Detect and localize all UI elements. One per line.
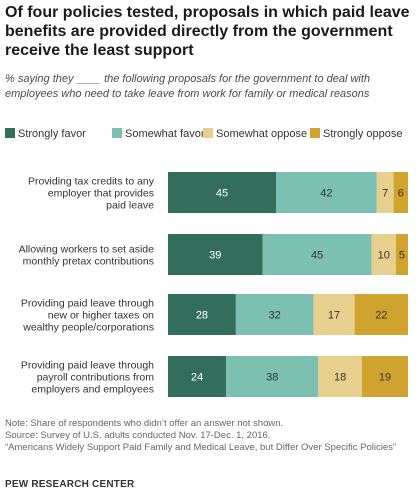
data-label: 7 xyxy=(382,188,388,200)
report-title-line: “Americans Widely Support Paid Family an… xyxy=(5,442,397,453)
bar-segment-somewhat-favor xyxy=(235,294,314,335)
bar-segment-strongly-favor xyxy=(168,172,276,213)
data-label: 45 xyxy=(216,188,228,200)
data-label: 42 xyxy=(320,188,332,200)
legend-item-strongly-favor: Strongly favor xyxy=(5,128,86,140)
bar-segment-somewhat-oppose xyxy=(313,294,355,335)
chart-notes: Note: Share of respondents who didn’t of… xyxy=(5,418,417,454)
category-label: Allowing workers to set aside xyxy=(19,244,155,256)
bar-segment-somewhat-favor xyxy=(262,234,372,275)
legend-item-strongly-oppose: Strongly oppose xyxy=(310,128,403,140)
legend-label-somewhat-oppose: Somewhat oppose xyxy=(216,128,308,140)
brand-name: PEW RESEARCH CENTER xyxy=(5,479,135,490)
data-label: 28 xyxy=(196,310,208,322)
category-label: payroll contributions from xyxy=(37,372,155,384)
bar-segment-somewhat-favor xyxy=(276,172,377,213)
legend: Strongly favor Somewhat favor Somewhat o… xyxy=(5,128,417,142)
bar-segment-strongly-oppose xyxy=(395,234,408,275)
data-label: 38 xyxy=(266,372,278,384)
data-label: 18 xyxy=(334,372,346,384)
category-label: Providing paid leave through xyxy=(21,298,154,310)
data-label: 10 xyxy=(378,250,390,262)
data-label: 39 xyxy=(209,250,221,262)
legend-label-somewhat-favor: Somewhat favor xyxy=(125,128,205,140)
data-label: 22 xyxy=(375,310,387,322)
bar-segment-somewhat-oppose xyxy=(318,356,362,397)
data-label: 45 xyxy=(311,250,323,262)
category-label: employers and employees xyxy=(31,384,154,396)
legend-swatch-strongly-oppose xyxy=(310,128,320,138)
data-label: 6 xyxy=(398,188,404,200)
legend-item-somewhat-oppose: Somewhat oppose xyxy=(203,128,307,140)
legend-swatch-strongly-favor xyxy=(5,128,15,138)
legend-label-strongly-favor: Strongly favor xyxy=(18,128,86,140)
category-label: wealthy people/corporations xyxy=(22,322,154,334)
note-line: Note: Share of respondents who didn’t of… xyxy=(5,418,284,429)
legend-swatch-somewhat-oppose xyxy=(203,128,213,138)
category-label: employer that provides xyxy=(48,188,154,200)
legend-item-somewhat-favor: Somewhat favor xyxy=(112,128,204,140)
data-label: 24 xyxy=(191,372,203,384)
data-label: 32 xyxy=(269,310,281,322)
category-label: monthly pretax contributions xyxy=(23,256,154,268)
legend-swatch-somewhat-favor xyxy=(112,128,122,138)
legend-label-strongly-oppose: Strongly oppose xyxy=(323,128,403,140)
bar-segment-strongly-oppose xyxy=(354,294,408,335)
bar-segment-strongly-oppose xyxy=(361,356,408,397)
data-label: 19 xyxy=(379,372,391,384)
data-label: 5 xyxy=(399,250,405,262)
bar-segment-somewhat-favor xyxy=(226,356,319,397)
bar-segment-strongly-oppose xyxy=(393,172,408,213)
category-label: paid leave xyxy=(106,200,154,212)
chart-subtitle: % saying they ____ the following proposa… xyxy=(5,73,371,100)
category-label: Providing tax credits to any xyxy=(28,176,155,188)
source-line: Source: Survey of U.S. adults conducted … xyxy=(5,430,271,441)
bar-segment-somewhat-oppose xyxy=(371,234,396,275)
chart-title: Of four policies tested, proposals in wh… xyxy=(5,4,410,59)
category-label: new or higher taxes on xyxy=(48,310,154,322)
bar-segment-strongly-favor xyxy=(168,294,236,335)
bar-segment-strongly-favor xyxy=(168,234,263,275)
category-label: Providing paid leave through xyxy=(21,360,154,372)
data-label: 17 xyxy=(328,310,340,322)
bar-segment-strongly-favor xyxy=(168,356,227,397)
bar-segment-somewhat-oppose xyxy=(376,172,394,213)
